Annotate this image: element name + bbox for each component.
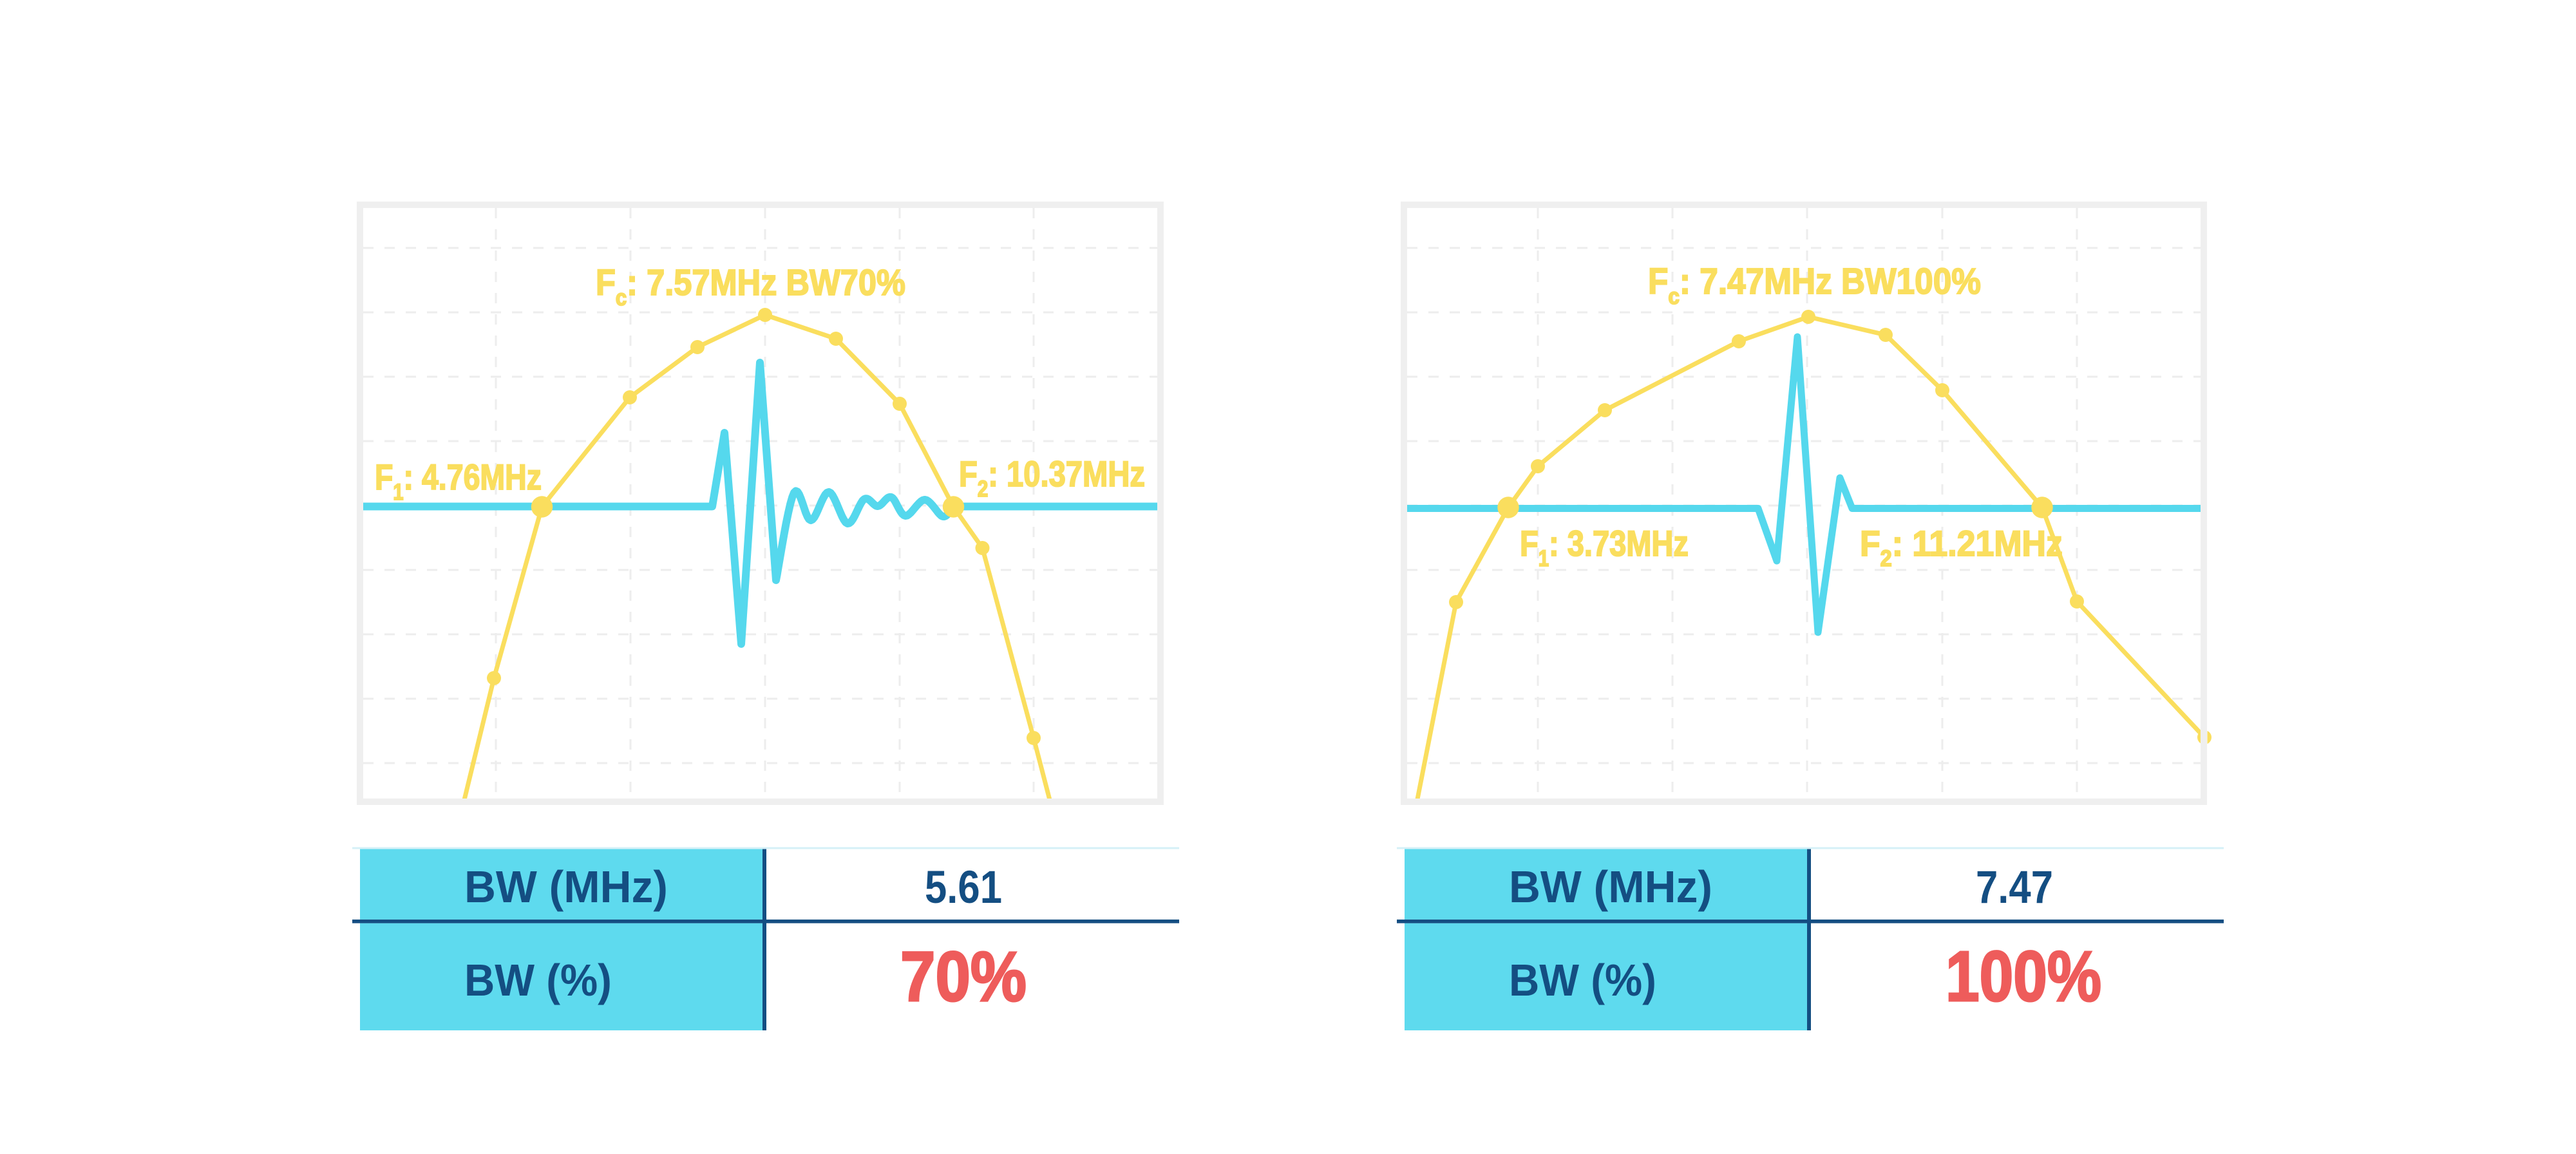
svg-text:Fc​: 7.57MHz BW70%: Fc​: 7.57MHz BW70%	[596, 262, 905, 310]
svg-text:BW (%): BW (%)	[1509, 956, 1656, 1005]
svg-text:BW (MHz): BW (MHz)	[464, 862, 668, 912]
svg-text:70%: 70%	[900, 938, 1027, 1017]
svg-text:Fc​: 7.47MHz BW100%: Fc​: 7.47MHz BW100%	[1648, 261, 1981, 310]
svg-text:F1​: 4.76MHz: F1​: 4.76MHz	[375, 457, 542, 505]
svg-text:F2​: 10.37MHz: F2​: 10.37MHz	[959, 453, 1145, 501]
svg-text:BW (%): BW (%)	[464, 956, 612, 1005]
svg-text:F1​: 3.73MHz: F1​: 3.73MHz	[1520, 523, 1689, 571]
svg-text:BW (MHz): BW (MHz)	[1509, 862, 1712, 912]
svg-text:F2​: 11.21MHz: F2​: 11.21MHz	[1860, 524, 2063, 571]
svg-text:7.47: 7.47	[1976, 862, 2053, 913]
svg-text:100%: 100%	[1946, 936, 2101, 1016]
svg-text:5.61: 5.61	[925, 862, 1002, 913]
